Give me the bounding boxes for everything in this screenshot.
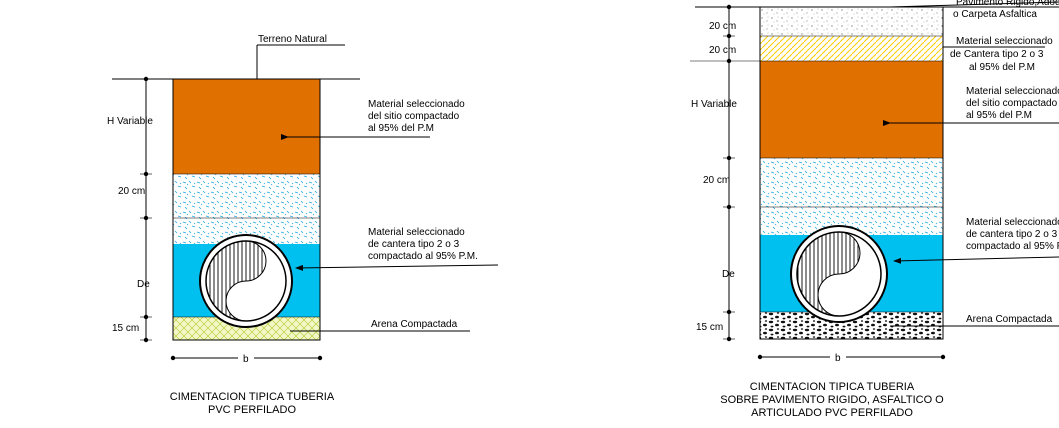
right-dim-20c: 20 cm [703, 175, 730, 186]
left-caption-1: CIMENTACION TIPICA TUBERIA [170, 391, 335, 403]
left-top-fill-layer [173, 79, 320, 174]
left-label-top-2: del sitio compactado [368, 111, 460, 122]
left-dim-20: 20 cm [118, 186, 145, 197]
right-caption-3: ARTICULADO PVC PERFILADO [751, 407, 913, 419]
left-label-top-3: al 95% del P.M [368, 123, 434, 134]
left-label-mid-3: compactado al 95% P.M. [368, 251, 478, 262]
right-dim-de: De [722, 269, 735, 280]
right-top-fill-layer [760, 61, 943, 158]
right-dim-h: H Variable [691, 99, 737, 110]
right-label-base-3: al 95% del P.M [969, 62, 1035, 73]
left-label-mid-2: de cantera tipo 2 o 3 [368, 239, 460, 250]
left-dim-de: De [137, 279, 150, 290]
left-label-surface: Terreno Natural [258, 34, 327, 45]
left-label-mid-1: Material seleccionado [368, 227, 465, 238]
right-label-mid-1: Material seleccionado [966, 217, 1059, 228]
left-dim-b: b [243, 354, 249, 365]
left-selected-layer-upper [173, 174, 320, 218]
right-label-top-3: al 95% del P.M [966, 110, 1032, 121]
left-label-sand: Arena Compactada [371, 319, 458, 330]
right-label-mid-2: de cantera tipo 2 o 3 [966, 229, 1058, 240]
left-sand-layer [173, 317, 320, 340]
left-caption-2: PVC PERFILADO [208, 404, 296, 416]
right-caption-1: CIMENTACION TIPICA TUBERIA [750, 381, 915, 393]
right-label-base-2: de Cantera tipo 2 o 3 [950, 49, 1044, 60]
right-dim-20a: 20 cm [709, 21, 736, 32]
left-diagram: Terreno Natural H Variable 20 cm De 15 c… [107, 34, 499, 416]
right-label-sand: Arena Compactada [966, 314, 1053, 325]
left-dim-15: 15 cm [112, 323, 139, 334]
right-label-base-1: Material seleccionado [956, 36, 1053, 47]
right-caption-2: SOBRE PAVIMENTO RIGIDO, ASFALTICO O [720, 394, 944, 406]
right-label-pave-2: o Carpeta Asfaltica [953, 9, 1037, 20]
right-label-top-1: Material seleccionado [966, 86, 1059, 97]
right-dim-20b: 20 cm [709, 45, 736, 56]
right-label-mid-3: compactado al 95% P.M. [966, 241, 1059, 252]
left-pipe-icon [199, 234, 293, 328]
right-selected-layer-upper [760, 158, 943, 207]
right-pavement-layer [760, 7, 943, 36]
right-pipe-icon [790, 225, 888, 323]
right-label-pave-1: Pavimento Rigido,Adoquin [956, 0, 1059, 8]
right-base-layer [760, 36, 943, 61]
right-dim-15: 15 cm [696, 322, 723, 333]
right-diagram: 20 cm 20 cm H Variable 20 cm De 15 cm b … [690, 0, 1059, 419]
right-dim-b: b [835, 353, 841, 364]
right-label-top-2: del sitio compactado [966, 98, 1058, 109]
left-label-top-1: Material seleccionado [368, 99, 465, 110]
left-dim-h: H Variable [107, 116, 153, 127]
